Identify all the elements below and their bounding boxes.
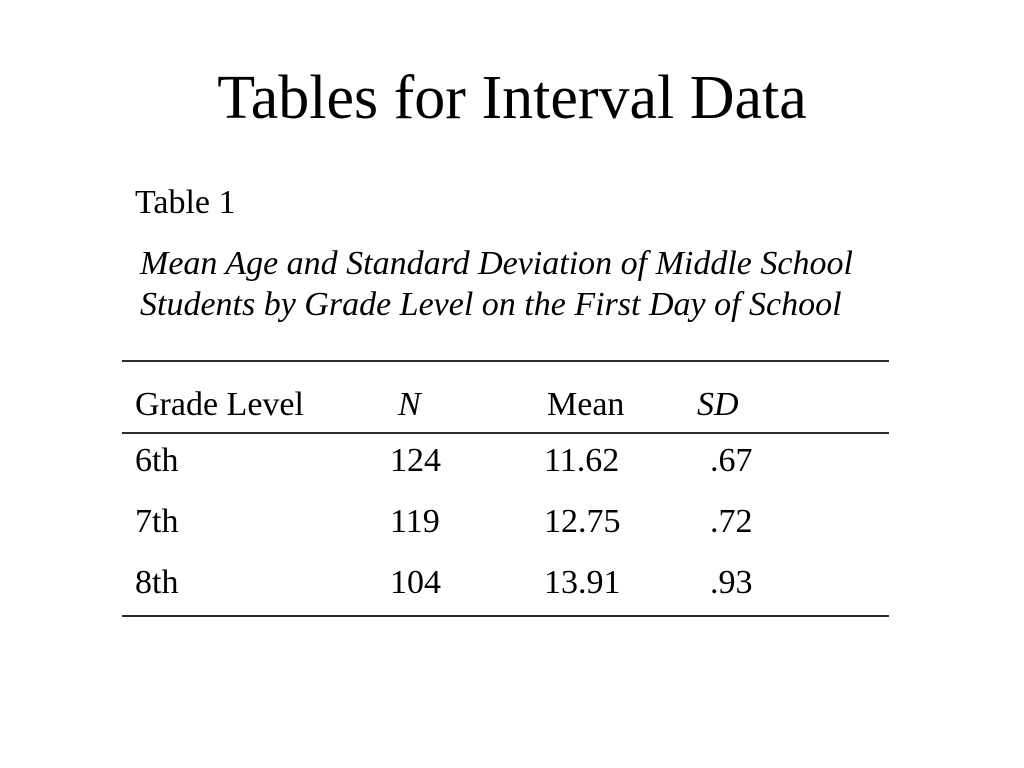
header-grade-level: Grade Level xyxy=(135,386,304,423)
table-number-label: Table 1 xyxy=(135,184,236,221)
header-n: N xyxy=(398,386,421,423)
cell-n: 104 xyxy=(390,564,441,601)
table-row: 6th 124 11.62 .67 xyxy=(122,434,889,495)
cell-sd: .93 xyxy=(710,564,753,601)
header-sd: SD xyxy=(697,386,739,423)
table-row: 7th 119 12.75 .72 xyxy=(122,495,889,556)
slide-title: Tables for Interval Data xyxy=(217,64,807,132)
table-caption: Mean Age and Standard Deviation of Middl… xyxy=(140,243,853,325)
cell-grade-level: 7th xyxy=(135,503,179,540)
cell-sd: .67 xyxy=(710,442,753,479)
cell-mean: 13.91 xyxy=(544,564,621,601)
cell-n: 124 xyxy=(390,442,441,479)
cell-sd: .72 xyxy=(710,503,753,540)
header-mean: Mean xyxy=(547,386,625,423)
table-header-row: Grade Level N Mean SD xyxy=(122,362,889,434)
cell-mean: 11.62 xyxy=(544,442,620,479)
cell-mean: 12.75 xyxy=(544,503,621,540)
cell-grade-level: 6th xyxy=(135,442,179,479)
table-caption-line-2: Students by Grade Level on the First Day… xyxy=(140,286,842,323)
cell-grade-level: 8th xyxy=(135,564,179,601)
data-table: Grade Level N Mean SD 6th 124 11.62 .67 … xyxy=(122,360,889,617)
cell-n: 119 xyxy=(390,503,440,540)
table-row: 8th 104 13.91 .93 xyxy=(122,556,889,617)
table-caption-line-1: Mean Age and Standard Deviation of Middl… xyxy=(140,245,853,282)
